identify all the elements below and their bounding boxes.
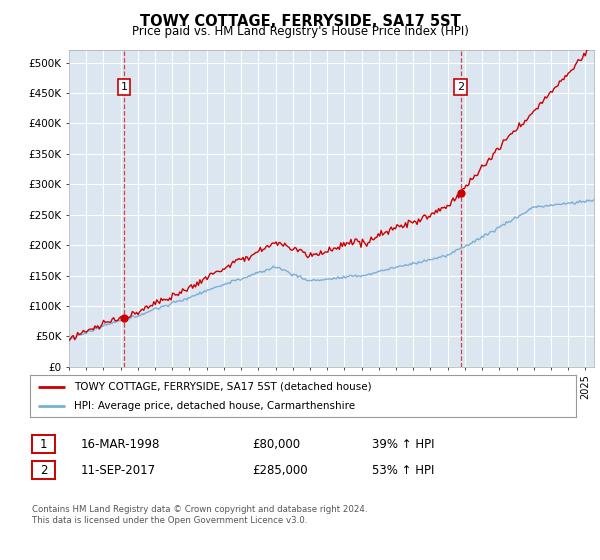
Text: TOWY COTTAGE, FERRYSIDE, SA17 5ST: TOWY COTTAGE, FERRYSIDE, SA17 5ST [140,14,460,29]
Text: 2: 2 [457,82,464,92]
Text: HPI: Average price, detached house, Carmarthenshire: HPI: Average price, detached house, Carm… [74,401,355,411]
Text: 16-MAR-1998: 16-MAR-1998 [81,437,160,451]
Text: 39% ↑ HPI: 39% ↑ HPI [372,437,434,451]
Text: 2: 2 [40,464,47,477]
Text: 53% ↑ HPI: 53% ↑ HPI [372,464,434,477]
Text: £80,000: £80,000 [252,437,300,451]
Text: 1: 1 [40,437,47,451]
Text: 1: 1 [121,82,128,92]
Text: Price paid vs. HM Land Registry's House Price Index (HPI): Price paid vs. HM Land Registry's House … [131,25,469,38]
Text: TOWY COTTAGE, FERRYSIDE, SA17 5ST (detached house): TOWY COTTAGE, FERRYSIDE, SA17 5ST (detac… [74,381,371,391]
Text: 11-SEP-2017: 11-SEP-2017 [81,464,156,477]
Text: £285,000: £285,000 [252,464,308,477]
Text: Contains HM Land Registry data © Crown copyright and database right 2024.
This d: Contains HM Land Registry data © Crown c… [32,505,368,525]
